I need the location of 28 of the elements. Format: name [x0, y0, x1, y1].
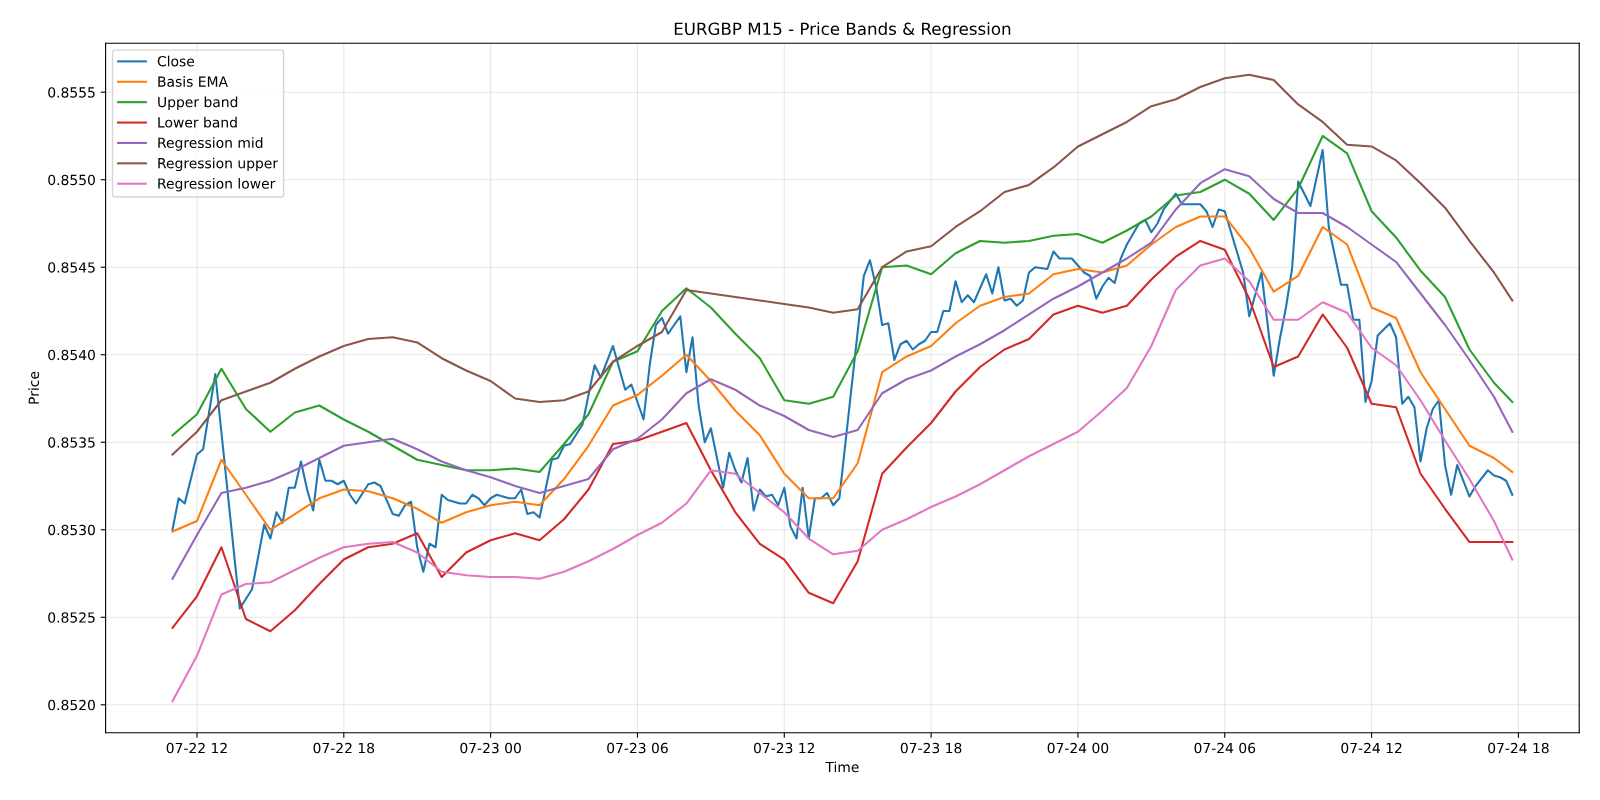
x-tick-label: 07-23 12 — [753, 742, 815, 754]
y-tick-label: 0.8550 — [48, 174, 95, 186]
legend-label: Lower band — [158, 116, 237, 128]
y-tick-label: 0.8535 — [48, 437, 95, 448]
x-tick-label: 07-22 12 — [166, 742, 227, 754]
x-axis-title: Time — [825, 761, 859, 773]
legend-label: Basis EMA — [158, 76, 228, 87]
x-tick-label: 07-24 18 — [1488, 742, 1549, 754]
y-tick-label: 0.8530 — [48, 524, 95, 536]
legend-label: Close — [157, 55, 195, 67]
y-tick-label: 0.8525 — [48, 612, 95, 623]
x-tick-label: 07-23 18 — [900, 742, 962, 754]
x-tick-label: 07-24 12 — [1341, 742, 1402, 754]
legend-label: Upper band — [158, 96, 238, 110]
y-axis-title: Price — [28, 371, 40, 404]
y-tick-label: 0.8540 — [48, 349, 95, 361]
y-tick-label: 0.8520 — [48, 699, 95, 711]
legend-label: Regression upper — [158, 157, 279, 172]
x-tick-label: 07-24 00 — [1047, 742, 1109, 754]
chart-title: EURGBP M15 - Price Bands & Regression — [674, 22, 1011, 39]
x-tick-label: 07-23 06 — [607, 742, 668, 754]
legend-label: Regression lower — [158, 178, 276, 192]
x-tick-label: 07-23 00 — [460, 742, 521, 754]
y-tick-label: 0.8545 — [48, 262, 95, 273]
x-tick-label: 07-24 06 — [1194, 742, 1256, 754]
y-tick-label: 0.8555 — [48, 87, 95, 98]
legend-label: Regression mid — [158, 137, 263, 151]
x-tick-label: 07-22 18 — [313, 742, 375, 754]
